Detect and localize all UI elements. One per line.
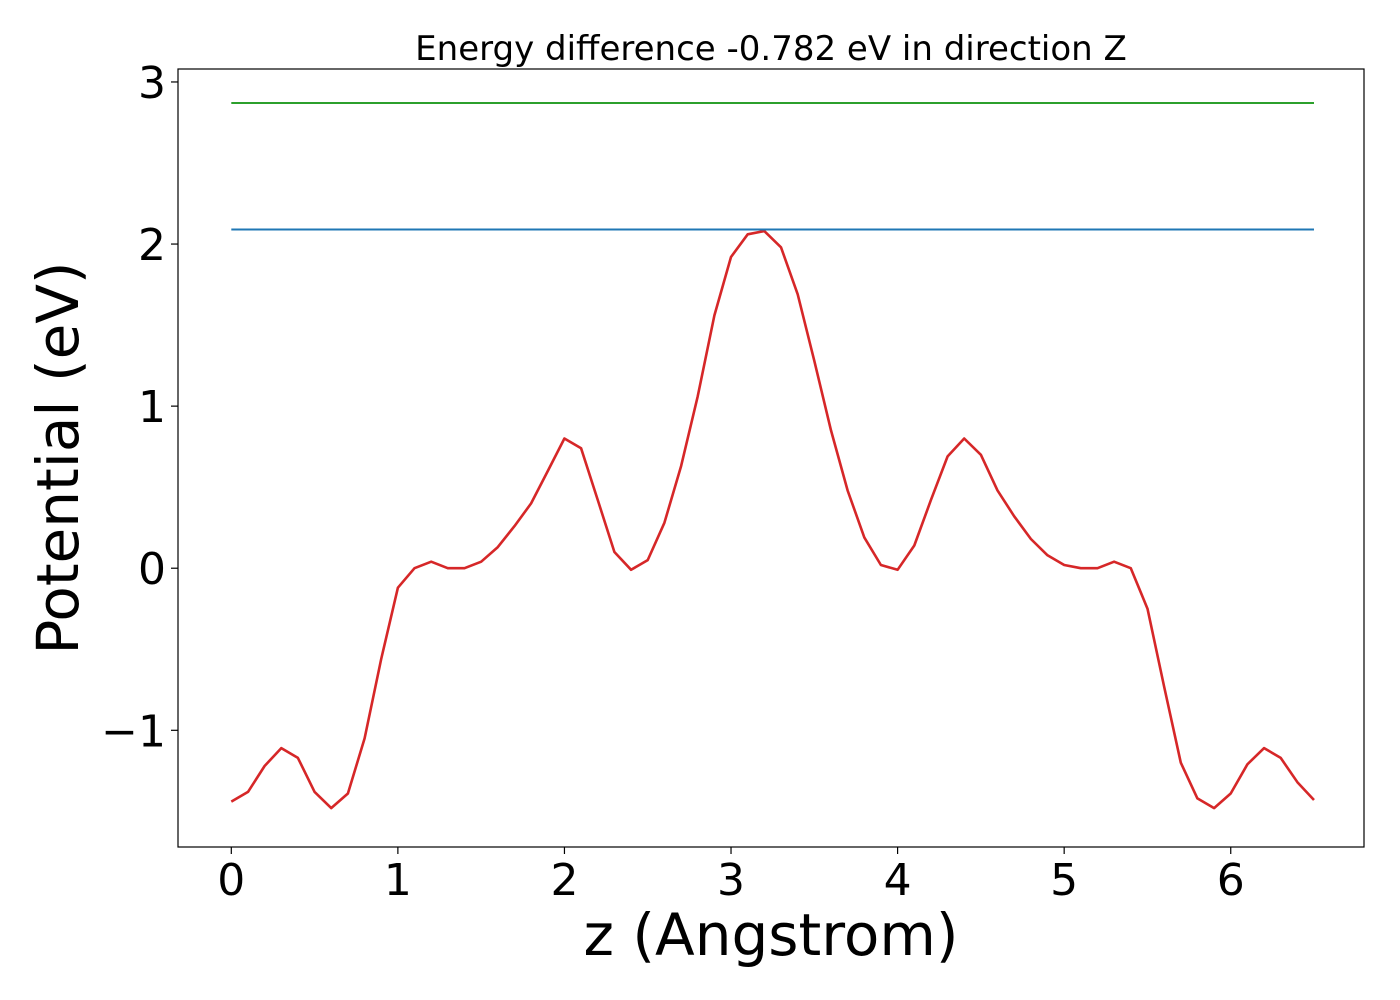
y-tick-label: 3 bbox=[138, 58, 166, 109]
x-tick-label: 5 bbox=[1050, 855, 1078, 906]
y-tick-label: 1 bbox=[138, 382, 166, 433]
series-layer bbox=[230, 102, 1315, 810]
y-tick-label: 0 bbox=[138, 544, 166, 595]
y-tick-label: 2 bbox=[138, 220, 166, 271]
x-tick-label: 3 bbox=[717, 855, 745, 906]
x-axis-label: z (Angstrom) bbox=[584, 901, 959, 969]
y-axis-ticks: −1 0 1 2 3 bbox=[101, 58, 178, 757]
x-tick-label: 6 bbox=[1217, 855, 1245, 906]
series-line-0 bbox=[230, 229, 1315, 810]
x-tick-label: 1 bbox=[384, 855, 412, 906]
y-axis-label: Potential (eV) bbox=[24, 261, 92, 654]
chart-title: Energy difference -0.782 eV in direction… bbox=[415, 29, 1127, 69]
x-tick-label: 0 bbox=[217, 855, 245, 906]
y-tick-label: −1 bbox=[101, 706, 166, 757]
x-tick-label: 4 bbox=[884, 855, 912, 906]
plot-area-frame bbox=[177, 68, 1365, 848]
x-tick-label: 2 bbox=[550, 855, 578, 906]
x-axis-ticks: 0 1 2 3 4 5 6 bbox=[217, 847, 1245, 906]
